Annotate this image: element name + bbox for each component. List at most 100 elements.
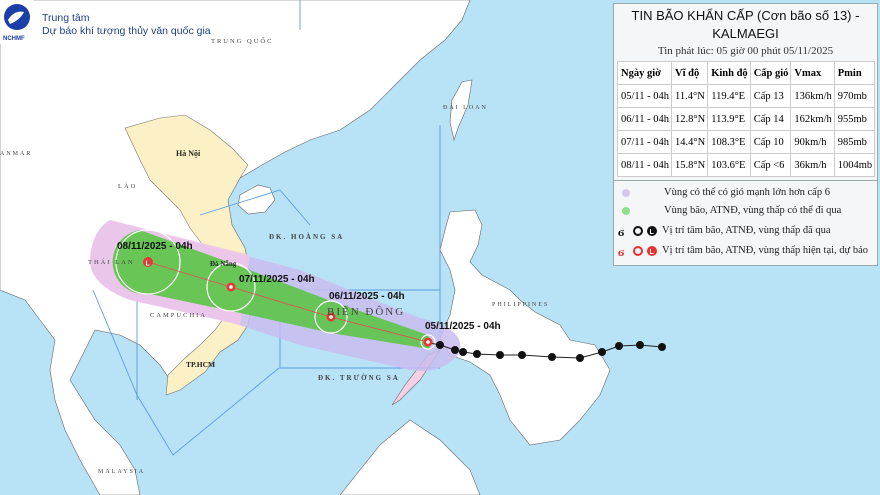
label-east-sea: BIỂN ĐÔNG	[327, 305, 405, 318]
low-point-08: L	[143, 257, 153, 268]
past-storm-point	[636, 341, 644, 349]
table-cell: Cấp 14	[749, 107, 792, 131]
label-myanmar: ANMAR	[0, 151, 32, 157]
label-thailand: THÁI LAN	[88, 258, 135, 266]
svg-text:L: L	[146, 261, 151, 268]
track-probability-cone	[112, 230, 430, 349]
table-cell: 103.6°E	[707, 153, 751, 177]
table-cell: 1004mb	[833, 153, 876, 177]
label-paracel: ĐK. HOÀNG SA	[269, 233, 344, 241]
vietnam-land	[124, 114, 253, 396]
past-storm-point	[576, 354, 584, 362]
column-header: Ngày giờ	[616, 61, 673, 85]
table-cell: 136km/h	[790, 84, 835, 108]
table-cell: Cấp 10	[749, 130, 792, 154]
label-china: TRUNG QUỐC	[211, 37, 273, 45]
storm-point-07	[226, 282, 236, 292]
past-storm-point	[548, 353, 556, 361]
svg-text:ϭ: ϭ	[618, 225, 624, 237]
table-header: Ngày giờ Vĩ độ Kinh độ Cấp gió Vmax Pmin	[616, 61, 876, 85]
forecast-radius-05	[420, 334, 436, 350]
forecast-radius-08	[115, 229, 181, 295]
storm-label-06: 06/11/2025 - 04h	[329, 291, 405, 302]
org-line-1: Trung tâm	[42, 12, 90, 24]
table-cell: 119.4°E	[707, 84, 751, 108]
table-row: 06/11 - 04h 12.8°N 113.9°E Cấp 14 162km/h 955…	[616, 107, 876, 131]
storm-label-07: 07/11/2025 - 04h	[239, 274, 315, 285]
column-header: Cấp gió	[749, 61, 792, 85]
forecast-radius-06	[314, 300, 348, 334]
table-row: 05/11 - 04h 11.4°N 119.4°E Cấp 13 136km/h 970…	[616, 84, 876, 108]
svg-text:ϭ: ϭ	[618, 245, 624, 257]
table-cell: 05/11 - 04h	[616, 84, 673, 108]
bulletin-title: TIN BÃO KHẨN CẤP (Cơn bão số 13) - KALMA…	[614, 4, 877, 43]
storm-point-05	[423, 337, 433, 347]
table-cell: 162km/h	[790, 107, 835, 131]
table-cell: 955mb	[833, 107, 876, 131]
table-cell: 08/11 - 04h	[616, 153, 673, 177]
nchmf-logo: NCHMF	[0, 0, 34, 44]
past-track-points	[436, 341, 666, 362]
borneo-land	[339, 419, 481, 495]
purple-dot-icon	[622, 189, 630, 197]
table-cell: 985mb	[833, 130, 876, 154]
legend-label: Vị trí tâm bão, ATNĐ, vùng thấp hiện tại…	[662, 245, 869, 256]
past-storm-point	[459, 348, 467, 356]
org-line-2: Dự báo khí tượng thủy văn quốc gia	[42, 25, 211, 37]
column-header: Vmax	[790, 61, 835, 85]
taiwan-island	[449, 79, 473, 142]
label-taiwan: ĐÀI LOAN	[443, 103, 488, 111]
forecast-radius-07	[206, 262, 256, 312]
label-danang: Đà Nẵng	[210, 260, 237, 268]
philippines-land	[439, 209, 611, 446]
past-storm-point	[598, 348, 606, 356]
column-header: Vĩ độ	[671, 61, 709, 85]
hainan-island	[237, 184, 276, 215]
label-hcm: TP.HCM	[186, 360, 215, 369]
table-cell: 113.9°E	[707, 107, 751, 131]
past-storm-point	[615, 342, 623, 350]
bulletin-title-line2: KALMAEGI	[712, 26, 779, 41]
table-cell: 970mb	[833, 84, 876, 108]
table-cell: 108.3°E	[707, 130, 751, 154]
table-cell: 06/11 - 04h	[616, 107, 673, 131]
past-storm-point	[658, 343, 666, 351]
table-cell: Cấp 13	[749, 84, 792, 108]
org-name: Trung tâm Dự báo khí tượng thủy văn quốc…	[42, 12, 211, 38]
legend-label: Vùng bão, ATNĐ, vùng thấp có thể đi qua	[664, 205, 842, 216]
forecast-track-line	[147, 261, 429, 343]
column-header: Kinh độ	[707, 61, 751, 85]
label-laos: LÀO	[118, 182, 137, 190]
forecast-table: Ngày giờ Vĩ độ Kinh độ Cấp gió Vmax Pmin 05/1…	[616, 61, 876, 177]
storm-label-05: 05/11/2025 - 04h	[425, 321, 501, 332]
label-malaysia: MALAYSIA	[98, 469, 145, 475]
legend-item-track-zone	[618, 203, 630, 219]
table-cell: 15.8°N	[671, 153, 709, 177]
table-cell: 07/11 - 04h	[616, 130, 673, 154]
svg-text:L: L	[650, 249, 655, 256]
past-storm-point	[473, 350, 481, 358]
svg-text:L: L	[650, 229, 655, 236]
label-cambodia: CAMPUCHIA	[150, 312, 207, 319]
legend-item-wind-zone	[618, 185, 630, 201]
label-hanoi: Hà Nội	[176, 149, 201, 158]
table-cell: 11.4°N	[671, 84, 709, 108]
table-cell: 36km/h	[790, 153, 835, 177]
issued-time: Tin phát lúc: 05 giờ 00 phút 05/11/2025	[657, 45, 834, 57]
past-storm-point	[436, 341, 444, 349]
table-cell: Cấp <6	[749, 153, 792, 177]
column-header: Pmin	[833, 61, 876, 85]
bulletin-panel: TIN BÃO KHẨN CẤP (Cơn bão số 13) - KALMA…	[613, 3, 878, 181]
legend-label: Vị trí tâm bão, ATNĐ, vùng thấp đã qua	[662, 225, 831, 236]
past-storm-point	[496, 351, 504, 359]
label-philippines: PHILIPPINES	[492, 302, 549, 308]
table-cell: 90km/h	[790, 130, 835, 154]
label-spratly: ĐK. TRƯỜNG SA	[318, 374, 400, 382]
svg-text:NCHMF: NCHMF	[3, 36, 25, 42]
storm-label-08: 08/11/2025 - 04h	[117, 241, 193, 252]
past-storm-point	[451, 346, 459, 354]
